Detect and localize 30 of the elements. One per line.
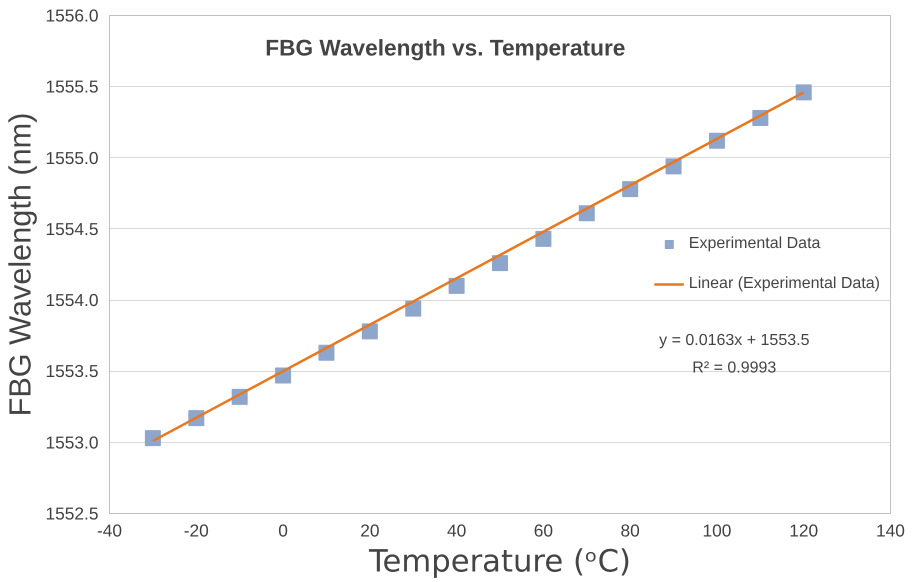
x-tick-label: 100	[702, 520, 732, 540]
point	[448, 278, 465, 294]
x-axis-title: Temperature (ᵒC)	[368, 544, 631, 580]
x-tick-label: 120	[789, 520, 818, 540]
x-tick-label: 40	[446, 520, 466, 540]
legend-label: Linear (Experimental Data)	[688, 275, 880, 293]
x-tick-label: 140	[876, 520, 905, 540]
x-tick-label: 80	[620, 520, 640, 540]
y-tick-label: 1553.0	[46, 432, 98, 452]
text: FBG Wavelength vs. Temperature	[265, 34, 626, 60]
y-tick-label: 1553.5	[46, 361, 98, 382]
y-axis-title: FBG Wavelength (nm)	[4, 112, 38, 416]
legend-label: Experimental Data	[688, 235, 820, 253]
y-tick-label: 1555.5	[46, 76, 98, 97]
y-tick-label: 1556.0	[46, 6, 98, 26]
y-tick-label: 1552.5	[46, 504, 98, 524]
point	[796, 84, 812, 100]
annotation: y = 0.0163x + 1553.5	[659, 332, 810, 350]
x-tick-label: -20	[184, 520, 209, 540]
x-tick-label: 20	[360, 520, 380, 540]
annotation: R² = 0.9993	[692, 360, 776, 377]
y-tick-label: 1554.5	[46, 218, 98, 239]
point	[492, 255, 508, 272]
x-tick-label: -40	[96, 520, 122, 540]
point	[144, 430, 161, 446]
x-tick-label: 60	[534, 520, 554, 540]
y-tick-label: 1555.0	[46, 148, 98, 168]
y-tick-label: 1554.0	[46, 290, 98, 310]
x-tick-label: 0	[278, 520, 288, 540]
point	[535, 230, 552, 247]
